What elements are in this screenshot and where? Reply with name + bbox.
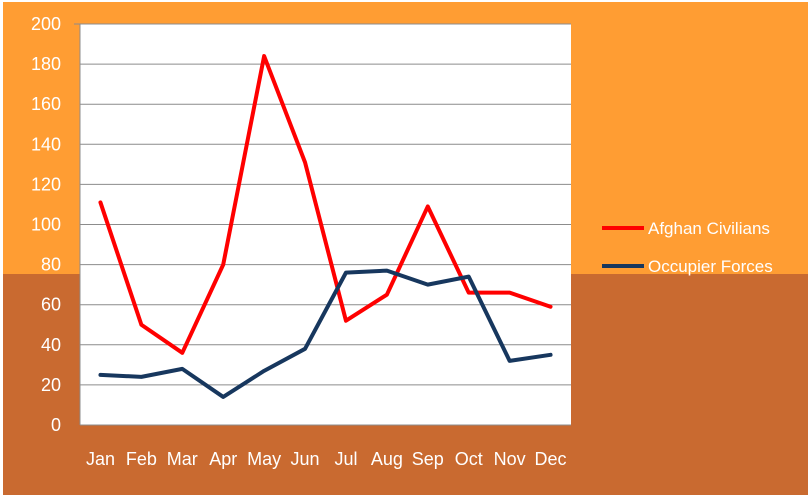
legend: Afghan Civilians Occupier Forces [602,219,773,276]
x-tick-label: Oct [455,449,483,469]
y-axis: 0 20 40 60 80 100 120 140 160 180 200 [31,14,571,435]
x-tick-label: Dec [535,449,567,469]
y-tick-label: 100 [31,215,61,235]
y-tick-label: 80 [41,255,61,275]
x-tick-label: Apr [209,449,237,469]
y-tick-label: 40 [41,335,61,355]
y-tick-label: 160 [31,94,61,114]
x-tick-label: May [247,449,281,469]
x-tick-label: Jun [291,449,320,469]
y-tick-label: 180 [31,54,61,74]
series-lines [98,54,553,399]
series-line-occupier-forces [98,268,553,399]
legend-label: Afghan Civilians [648,219,770,238]
x-tick-label: Nov [494,449,526,469]
legend-label: Occupier Forces [648,257,773,276]
x-tick-label: Mar [167,449,198,469]
x-tick-label: Aug [371,449,403,469]
x-axis: Jan Feb Mar Apr May Jun Jul Aug Sep Oct Nov Dec [86,449,567,469]
y-tick-label: 0 [51,415,61,435]
x-tick-label: Jan [86,449,115,469]
x-tick-label: Jul [334,449,357,469]
x-tick-label: Sep [412,449,444,469]
y-tick-label: 120 [31,174,61,194]
y-tick-label: 140 [31,134,61,154]
x-tick-label: Feb [126,449,157,469]
y-tick-label: 200 [31,14,61,34]
gridlines [80,23,571,386]
y-tick-label: 20 [41,375,61,395]
y-tick-label: 60 [41,295,61,315]
